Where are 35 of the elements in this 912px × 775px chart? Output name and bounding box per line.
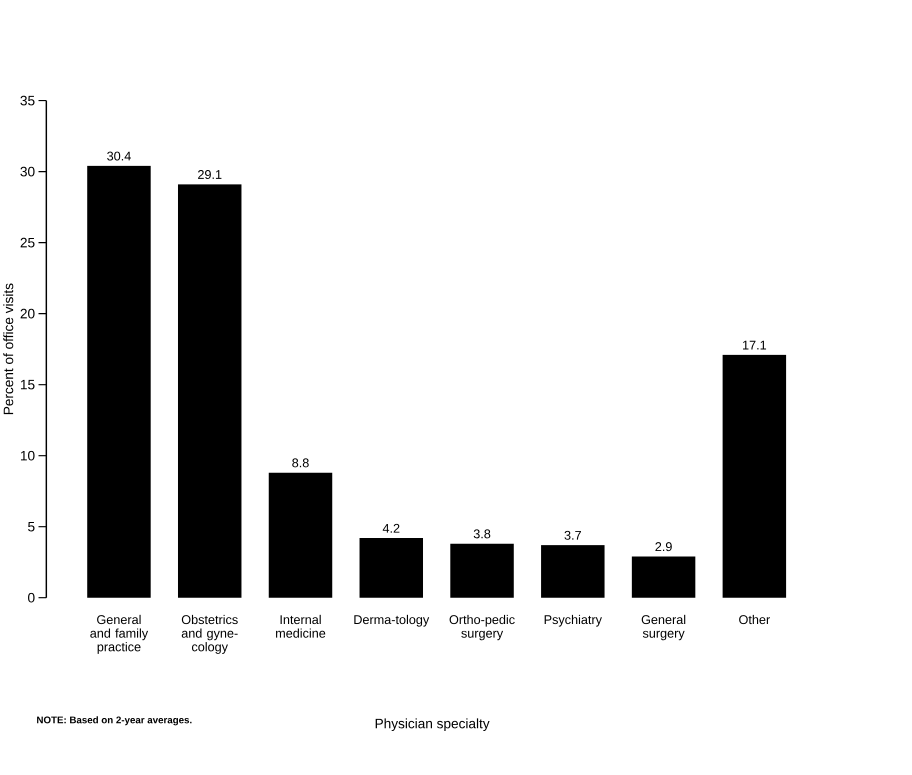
data-label: 30.4 bbox=[107, 151, 131, 160]
bar bbox=[268, 472, 332, 598]
x-tick-label: Psychiatry bbox=[544, 614, 602, 626]
bar bbox=[722, 354, 786, 598]
bar bbox=[632, 556, 696, 598]
x-tick-label: General surgery bbox=[642, 614, 686, 640]
x-tick-label: Derma-tology bbox=[354, 614, 430, 626]
data-label: 3.8 bbox=[474, 529, 490, 538]
bar bbox=[450, 544, 514, 598]
data-label: 4.2 bbox=[382, 524, 400, 532]
data-label: 8.8 bbox=[292, 458, 309, 468]
bar bbox=[541, 544, 605, 598]
data-label: 29.1 bbox=[198, 170, 222, 179]
x-tick-label: Internal medicine bbox=[276, 614, 326, 638]
y-tick-label: 35 bbox=[20, 96, 35, 106]
bar bbox=[87, 166, 151, 598]
y-tick-label: 30 bbox=[20, 166, 35, 176]
y-tick-label: 25 bbox=[20, 238, 35, 248]
y-tick-label: 20 bbox=[20, 308, 35, 318]
data-label: 17.1 bbox=[743, 340, 766, 350]
y-tick-label: 5 bbox=[28, 522, 35, 532]
x-tick-label: Other bbox=[739, 614, 770, 624]
y-tick-label: 10 bbox=[20, 450, 35, 460]
data-label: 3.7 bbox=[564, 530, 581, 540]
x-tick-label: General and family practice bbox=[90, 614, 148, 654]
y-axis-title: Percent of office visits bbox=[3, 283, 14, 414]
x-tick-label: Obstetrics and gyne-cology bbox=[182, 614, 238, 654]
y-tick-label: 0 bbox=[28, 592, 35, 602]
bar bbox=[360, 538, 424, 598]
data-label: 2.9 bbox=[655, 542, 672, 551]
y-tick-label: 15 bbox=[20, 380, 35, 390]
x-tick-label: Ortho-pedic surgery bbox=[450, 614, 515, 640]
bar bbox=[178, 184, 242, 598]
x-axis-title: Physician specialty bbox=[376, 718, 490, 731]
text: NOTE: Based on 2-year averages. bbox=[37, 716, 192, 726]
